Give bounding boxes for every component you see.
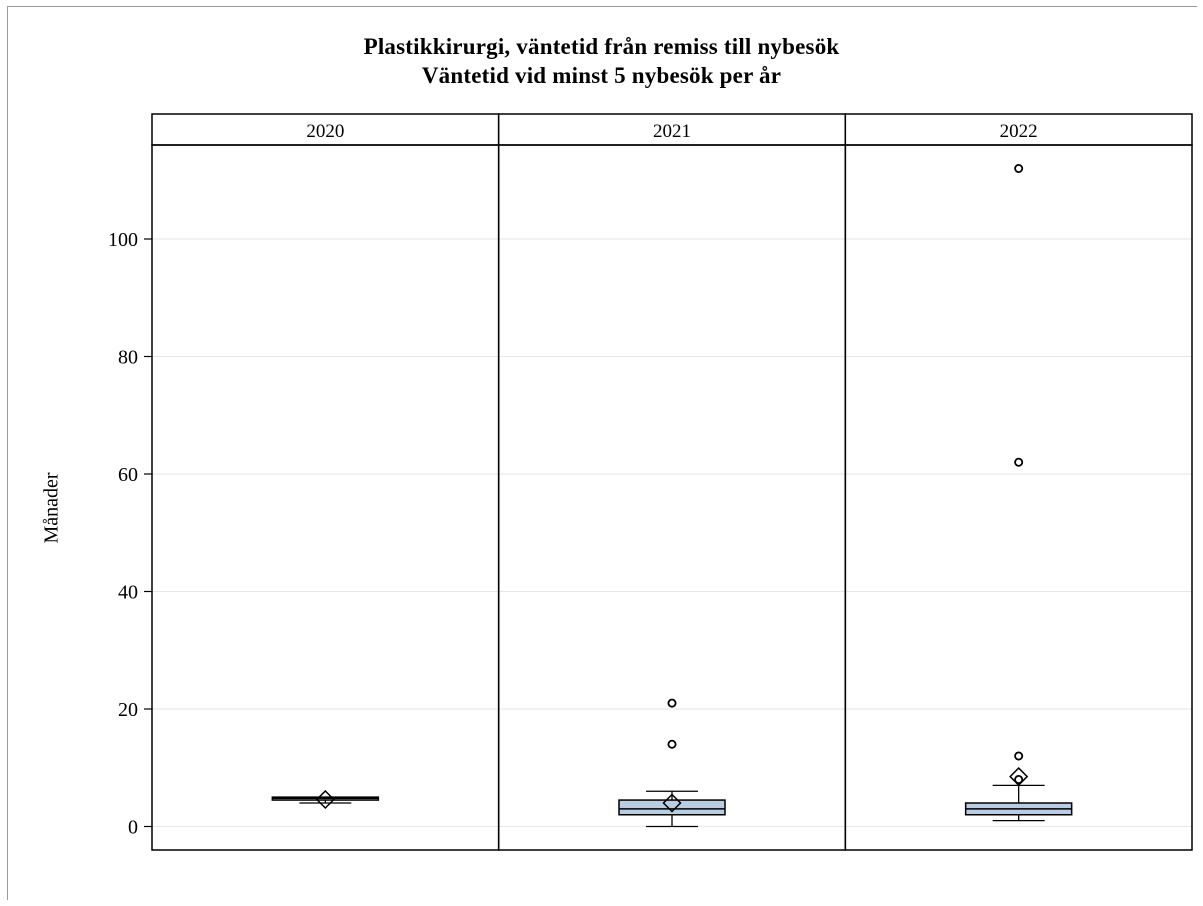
y-tick-label: 60	[118, 464, 138, 486]
y-tick-label: 20	[118, 699, 138, 721]
outlier-point	[1014, 751, 1024, 761]
y-tick-label: 0	[128, 817, 138, 839]
panel-plot-area	[151, 144, 500, 851]
panel-header	[151, 113, 500, 146]
panel-header-label: 2020	[306, 121, 344, 142]
outlier-point	[667, 698, 677, 708]
panel-plot-area	[844, 144, 1193, 851]
y-tick-label: 100	[108, 229, 138, 251]
y-axis: 0 20 40 60 80 100	[108, 229, 152, 839]
chart-frame	[7, 6, 1197, 900]
mean-marker	[1009, 767, 1029, 787]
panel-2021: 2021	[497, 113, 847, 851]
panels: 2020 2021 2022	[151, 113, 1193, 851]
mean-marker	[315, 789, 335, 810]
panel-header-label: 2022	[1000, 121, 1038, 142]
panel-header	[497, 113, 847, 146]
panel-header	[844, 113, 1193, 146]
box	[618, 799, 726, 816]
panel-2020: 2020	[151, 113, 500, 851]
y-tick-label: 40	[118, 582, 138, 604]
chart-title: Plastikkirurgi, väntetid från remiss til…	[363, 34, 840, 59]
panel-2022: 2022	[844, 113, 1193, 851]
gridlines	[152, 238, 1192, 827]
mean-marker	[662, 793, 682, 813]
outlier-point	[1014, 163, 1024, 173]
chart-subtitle: Väntetid vid minst 5 nybesök per år	[421, 63, 782, 88]
outlier-point	[667, 739, 677, 749]
y-tick-label: 80	[118, 347, 138, 369]
outlier-point	[1014, 775, 1024, 785]
outlier-point	[1014, 457, 1024, 467]
panel-header-label: 2021	[653, 121, 691, 142]
